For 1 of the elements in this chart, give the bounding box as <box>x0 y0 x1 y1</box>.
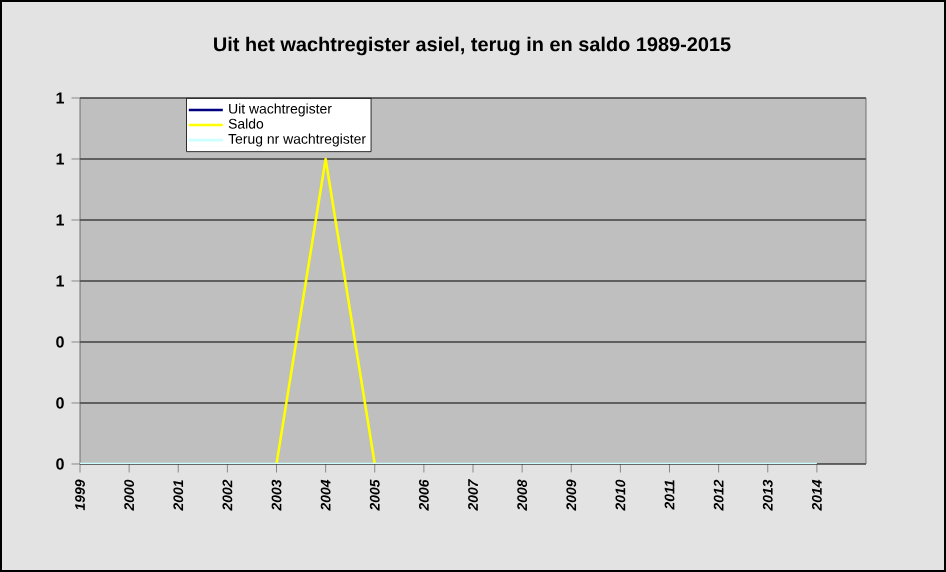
chart-title: Uit het wachtregister asiel, terug in en saldo 1989-2015 <box>214 36 731 56</box>
